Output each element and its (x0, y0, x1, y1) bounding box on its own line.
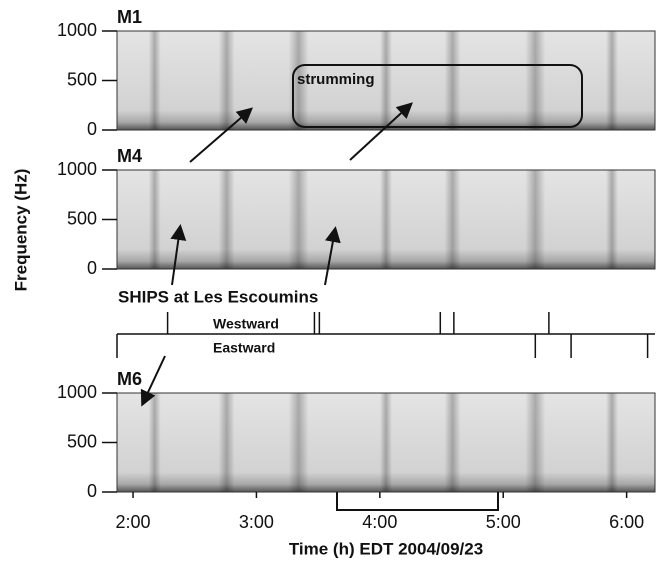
x-tick-label: 5:00 (486, 512, 521, 532)
texture (605, 170, 618, 269)
texture (605, 31, 618, 130)
eastward-label: Eastward (213, 340, 275, 356)
texture (380, 393, 392, 492)
texture (605, 393, 618, 492)
ships-label: SHIPS at Les Escoumins (118, 287, 318, 306)
y-tick-label: 0 (87, 119, 97, 139)
y-tick-label: 0 (87, 258, 97, 278)
panels: M1 0 500 1000 strumming M4 0 500 1000 M6 0 500 1000 (57, 7, 656, 501)
x-tick-label: 2:00 (116, 512, 151, 532)
annotation: strumming (297, 71, 375, 88)
texture (444, 393, 461, 492)
texture (444, 170, 461, 269)
x-tick-label: 3:00 (239, 512, 274, 532)
arrow (140, 355, 166, 407)
x-axis-label: Time (h) EDT 2004/09/23 (289, 539, 483, 558)
texture (148, 31, 161, 130)
panel-label: M1 (117, 7, 142, 27)
texture (288, 393, 309, 492)
panel-label: M4 (117, 146, 142, 166)
texture (148, 393, 161, 492)
y-tick-label: 500 (67, 431, 97, 451)
arrow (324, 226, 341, 286)
x-tick-label: 4:00 (362, 512, 397, 532)
bracket (336, 492, 499, 511)
arrow (170, 224, 187, 286)
texture (525, 170, 546, 269)
arrow (189, 107, 254, 163)
westward-label: Westward (213, 316, 279, 332)
y-tick-label: 500 (67, 69, 97, 89)
texture (525, 393, 546, 492)
y-axis-label: Frequency (Hz) (11, 169, 30, 292)
y-tick-label: 1000 (57, 20, 97, 40)
y-tick-label: 0 (87, 481, 97, 501)
y-tick-label: 1000 (57, 159, 97, 179)
strumming-box (292, 64, 583, 128)
texture (380, 31, 392, 130)
texture (444, 31, 461, 130)
y-tick-label: 1000 (57, 382, 97, 402)
texture (218, 170, 235, 269)
texture (525, 31, 546, 130)
texture (218, 31, 235, 130)
texture (218, 393, 235, 492)
texture (148, 170, 161, 269)
y-tick-label: 500 (67, 208, 97, 228)
texture (380, 170, 392, 269)
arrow (349, 102, 413, 161)
texture (288, 170, 309, 269)
x-tick-label: 6:00 (609, 512, 644, 532)
panel-label: M6 (117, 369, 142, 389)
